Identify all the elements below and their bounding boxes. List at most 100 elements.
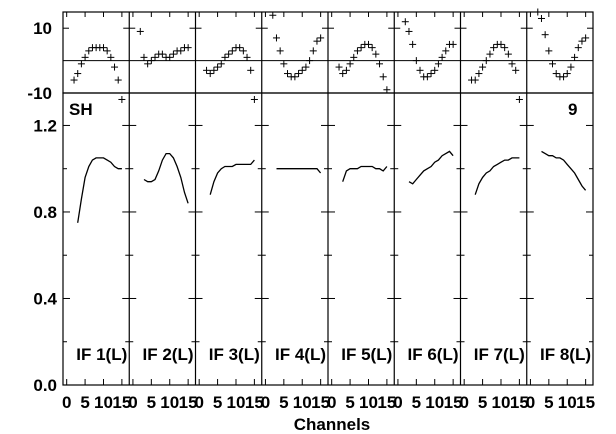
- x-tick-label: 0: [327, 393, 336, 412]
- phase-point: [217, 60, 225, 68]
- phase-point: [295, 70, 303, 78]
- phase-point: [376, 60, 384, 68]
- phase-point: [276, 47, 284, 55]
- x-tick-label: 0: [261, 393, 270, 412]
- phase-point: [578, 37, 586, 45]
- amplitude-line-7: [474, 157, 520, 195]
- x-tick-label: 10: [94, 393, 113, 412]
- phase-point: [574, 44, 582, 52]
- x-tick-label: 0: [526, 393, 535, 412]
- phase-point: [272, 34, 280, 42]
- phase-point: [423, 73, 431, 81]
- phase-point: [497, 40, 505, 48]
- phase-point: [302, 63, 310, 71]
- x-tick-label: 10: [227, 393, 246, 412]
- phase-point: [228, 47, 236, 55]
- phase-point: [306, 57, 314, 65]
- y-tick-label: 1.2: [33, 116, 57, 135]
- phase-point: [111, 63, 119, 71]
- phase-point: [250, 95, 258, 103]
- x-axis-label: Channels: [294, 415, 371, 434]
- x-tick-label: 15: [576, 393, 595, 412]
- phase-point: [486, 50, 494, 58]
- x-tick-label: 5: [544, 393, 553, 412]
- y-tick-label: 0.4: [33, 289, 57, 308]
- phase-point: [74, 70, 82, 78]
- phase-point: [409, 40, 417, 48]
- phase-point: [118, 95, 126, 103]
- phase-point: [243, 53, 251, 61]
- amplitude-line-6: [408, 150, 454, 185]
- x-tick-label: 0: [459, 393, 468, 412]
- phase-point: [144, 60, 152, 68]
- phase-point: [346, 60, 354, 68]
- phase-point: [512, 66, 520, 74]
- x-tick-label: 15: [179, 393, 198, 412]
- phase-point: [247, 66, 255, 74]
- y-tick-label: -10: [27, 84, 52, 103]
- phase-point: [541, 31, 549, 39]
- phase-point: [147, 57, 155, 65]
- x-tick-label: 15: [510, 393, 529, 412]
- phase-point: [210, 66, 218, 74]
- x-tick-label: 10: [160, 393, 179, 412]
- phase-point: [269, 11, 277, 19]
- phase-point: [335, 63, 343, 71]
- phase-point: [140, 53, 148, 61]
- phase-point: [151, 53, 159, 61]
- x-tick-label: 15: [377, 393, 396, 412]
- phase-point: [549, 60, 557, 68]
- x-tick-label: 10: [293, 393, 312, 412]
- panel-label: IF 3(L): [209, 345, 260, 364]
- x-tick-label: 0: [62, 393, 71, 412]
- phase-point: [225, 50, 233, 58]
- x-tick-label: 15: [444, 393, 463, 412]
- x-tick-label: 15: [245, 393, 264, 412]
- phase-point: [214, 63, 222, 71]
- x-tick-label: 0: [393, 393, 402, 412]
- phase-point: [508, 60, 516, 68]
- phase-point: [563, 70, 571, 78]
- text-layer: SH 9 Channels 0.00.40.81.210-100 5 10 15IF …: [27, 19, 595, 434]
- phase-point: [475, 70, 483, 78]
- x-tick-label: 5: [279, 393, 288, 412]
- x-tick-label: 10: [558, 393, 577, 412]
- phase-point: [434, 60, 442, 68]
- phase-point: [537, 14, 545, 22]
- phase-point: [490, 44, 498, 52]
- phase-point: [482, 57, 490, 65]
- phase-point: [169, 50, 177, 58]
- y-tick-label: 0.0: [33, 376, 57, 395]
- phase-point: [342, 66, 350, 74]
- phase-point: [298, 66, 306, 74]
- axes-layer: [62, 11, 594, 386]
- y-tick-label: 10: [33, 19, 52, 38]
- phase-point: [114, 76, 122, 84]
- figure-number: 9: [568, 100, 577, 119]
- x-tick-label: 15: [311, 393, 330, 412]
- x-tick-label: 0: [128, 393, 137, 412]
- phase-point: [313, 37, 321, 45]
- phase-point: [177, 47, 185, 55]
- phase-point: [353, 47, 361, 55]
- phase-point: [85, 47, 93, 55]
- panel-label: IF 5(L): [341, 345, 392, 364]
- phase-point: [136, 27, 144, 35]
- phase-point: [412, 57, 420, 65]
- x-tick-label: 5: [345, 393, 354, 412]
- phase-point: [357, 44, 365, 52]
- x-tick-label: 10: [359, 393, 378, 412]
- phase-point: [552, 70, 560, 78]
- phase-point: [515, 95, 523, 103]
- phase-point: [504, 50, 512, 58]
- x-tick-label: 10: [425, 393, 444, 412]
- x-tick-label: 10: [492, 393, 511, 412]
- phase-point: [571, 53, 579, 61]
- phase-point: [427, 70, 435, 78]
- source-label: SH: [69, 100, 93, 119]
- panel-label: IF 4(L): [275, 345, 326, 364]
- phase-point: [438, 53, 446, 61]
- phase-point: [582, 34, 590, 42]
- phase-point: [401, 18, 409, 26]
